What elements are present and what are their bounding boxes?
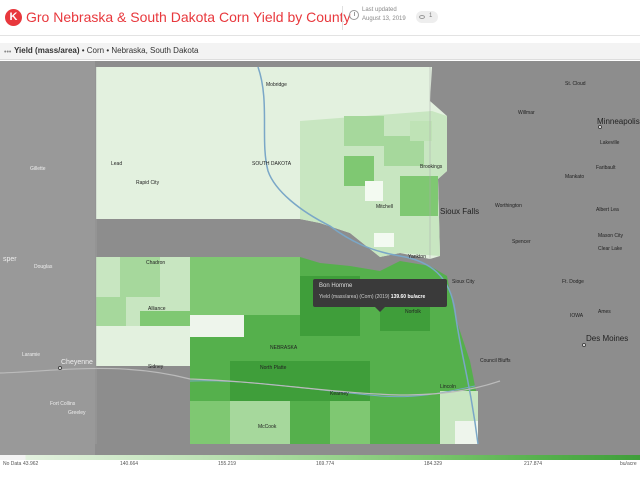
place-st-cloud: St. Cloud (565, 81, 586, 87)
place-south-dakota: SOUTH DAKOTA (252, 161, 292, 167)
drag-handle-icon[interactable]: ••• (4, 49, 12, 56)
place-norfolk: Norfolk (405, 309, 421, 315)
tooltip-line-prefix: Yield (mass/area) (Corn) (2019) (319, 294, 390, 300)
color-legend: No Data 43.962 140.664 155.219 169.774 1… (0, 455, 640, 480)
place-mankato: Mankato (565, 174, 585, 180)
ne-county-e (190, 257, 300, 315)
place-faribault: Faribault (596, 165, 616, 171)
place-brookings: Brookings (420, 164, 443, 170)
legend-unit: bu/acre (620, 461, 637, 467)
views-count: 1 (429, 13, 433, 19)
ne-county-a (120, 257, 160, 297)
tooltip-value: 139.60 bu/acre (390, 294, 426, 300)
place-sioux-city: Sioux City (452, 279, 475, 285)
place-albert-lea: Albert Lea (596, 207, 619, 213)
place-fort-dodge: Ft. Dodge (562, 279, 584, 285)
legend-tick-4: 184.329 (424, 461, 443, 467)
ne-county-i (190, 401, 230, 444)
county-tooltip: Bon Homme Yield (mass/area) (Corn) (2019… (313, 279, 447, 312)
place-fort-collins: Fort Collins (50, 401, 76, 407)
place-alliance: Alliance (148, 306, 166, 312)
legend-tick-1: 140.664 (120, 461, 139, 467)
ne-county-h (230, 361, 370, 401)
sd-county-a (344, 116, 384, 146)
sd-county-f (365, 181, 383, 201)
map-canvas (0, 61, 640, 455)
choropleth-map[interactable]: Mobridge SOUTH DAKOTA Lead Rapid City Gi… (0, 61, 640, 455)
place-rapid-city: Rapid City (136, 180, 160, 186)
ne-county-d (190, 315, 244, 337)
place-mobridge: Mobridge (266, 82, 287, 88)
place-council-bluffs: Council Bluffs (480, 358, 511, 364)
place-sioux-falls: Sioux Falls (440, 207, 480, 216)
place-lead: Lead (111, 161, 123, 167)
place-gillette: Gillette (30, 166, 46, 172)
legend-tick-2: 155.219 (218, 461, 237, 467)
breadcrumb: ••• Yield (mass/area) • Corn • Nebraska,… (0, 43, 640, 60)
breadcrumb-text: Yield (mass/area) • Corn • Nebraska, Sou… (14, 46, 199, 55)
legend-no-data: No Data (3, 461, 22, 467)
page-title: Gro Nebraska & South Dakota Corn Yield b… (26, 9, 351, 25)
place-kearney: Kearney (330, 391, 349, 397)
place-nebraska: NEBRASKA (270, 345, 298, 351)
legend-tick-5: 217.874 (524, 461, 543, 467)
minneapolis-dot (598, 125, 602, 129)
gro-logo-icon[interactable]: K (5, 9, 22, 26)
tooltip-county-name: Bon Homme (319, 283, 353, 289)
des-moines-dot (582, 343, 586, 347)
sd-county-d (400, 176, 438, 216)
place-willmar: Willmar (518, 110, 535, 116)
place-mccook: McCook (258, 424, 277, 430)
eye-icon (419, 15, 425, 19)
place-mason-city: Mason City (598, 233, 624, 239)
place-chadron: Chadron (146, 260, 166, 266)
place-spencer: Spencer (512, 239, 531, 245)
place-casper: sper (3, 256, 17, 263)
place-yankton: Yankton (408, 254, 426, 260)
breadcrumb-rest: • Corn • Nebraska, South Dakota (79, 46, 199, 55)
last-updated-date: August 13, 2019 (362, 16, 406, 22)
views-badge[interactable]: 1 (416, 11, 438, 23)
place-sidney: Sidney (148, 364, 164, 370)
sd-county-bon-homme (374, 233, 394, 247)
place-ames: Ames (598, 309, 611, 315)
place-des-moines: Des Moines (586, 334, 629, 343)
place-worthington: Worthington (495, 203, 522, 209)
place-minneapolis: Minneapolis (597, 117, 640, 126)
legend-tick-0: 43.962 (23, 461, 39, 467)
ne-county-k (330, 401, 370, 444)
place-douglas: Douglas (34, 264, 53, 270)
missouri-river (257, 66, 479, 445)
legend-tick-3: 169.774 (316, 461, 335, 467)
breadcrumb-metric[interactable]: Yield (mass/area) (14, 46, 80, 55)
clock-icon (349, 10, 359, 20)
place-clear-lake: Clear Lake (598, 246, 623, 252)
last-updated-label: Last updated (362, 7, 397, 13)
ne-county-m (455, 421, 478, 444)
place-mitchell: Mitchell (376, 204, 393, 210)
logo-text: K (9, 11, 18, 23)
header: K Gro Nebraska & South Dakota Corn Yield… (0, 0, 640, 36)
wyoming-area (0, 61, 95, 455)
place-north-platte: North Platte (260, 365, 287, 371)
ne-county-j (230, 401, 290, 444)
place-iowa: IOWA (570, 313, 584, 319)
place-cheyenne: Cheyenne (61, 359, 93, 366)
ne-county-n (96, 326, 190, 366)
tooltip-value-line: Yield (mass/area) (Corn) (2019) 139.60 b… (319, 294, 425, 300)
legend-gradient (0, 455, 640, 460)
cheyenne-dot (58, 366, 62, 370)
place-lakeville: Lakeville (600, 140, 620, 146)
place-lincoln: Lincoln (440, 384, 456, 390)
place-laramie: Laramie (22, 352, 41, 358)
place-greeley: Greeley (68, 410, 86, 416)
header-divider (342, 6, 343, 30)
interstate-80 (0, 367, 501, 396)
sd-county-e (410, 121, 432, 141)
